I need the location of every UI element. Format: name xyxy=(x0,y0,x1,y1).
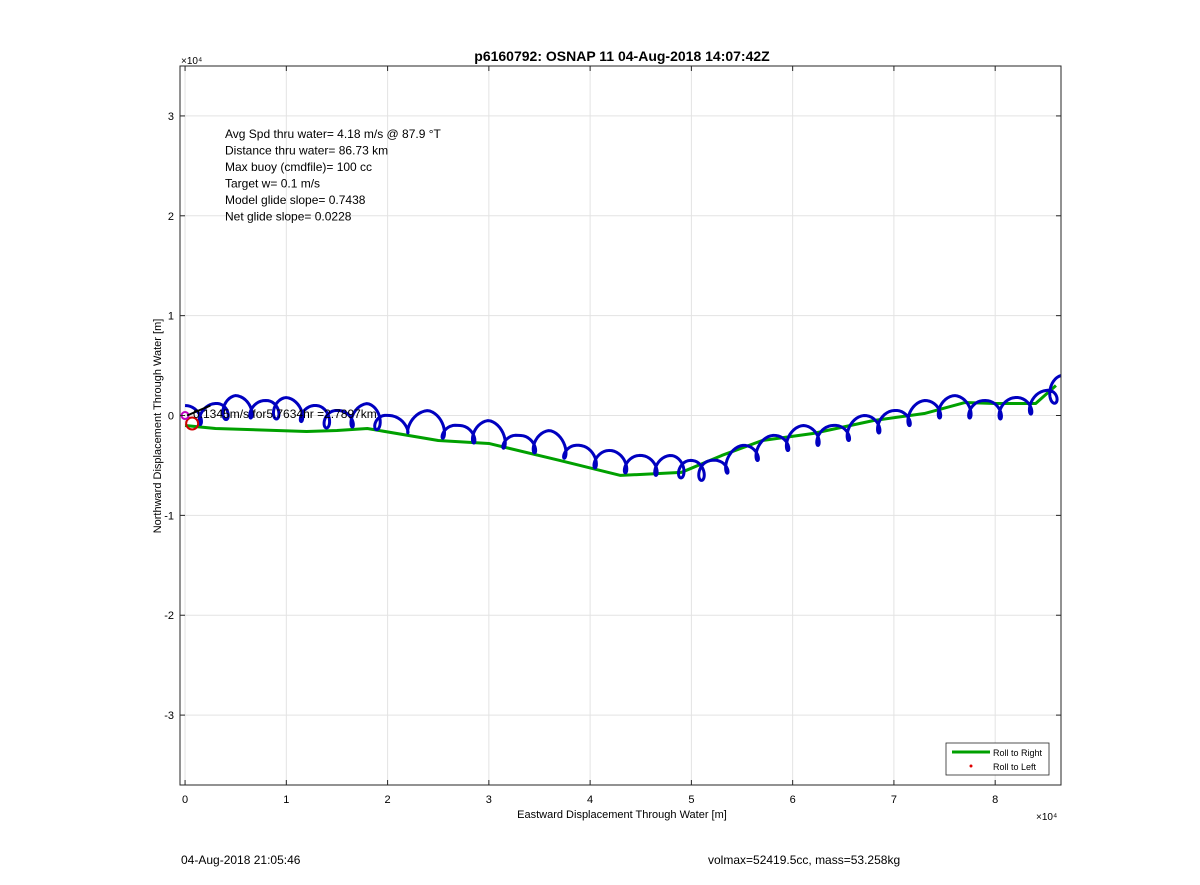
legend: Roll to Right Roll to Left xyxy=(945,742,1050,776)
x-tick-label: 6 xyxy=(790,794,796,806)
dive-trajectory-series xyxy=(184,374,1062,482)
x-axis-exponent: ×10⁴ xyxy=(1036,812,1057,823)
dive-trajectory-line xyxy=(184,374,1062,482)
y-tick-label: -3 xyxy=(164,710,174,722)
y-tick-label: 1 xyxy=(168,311,174,323)
y-tick-label: -2 xyxy=(164,610,174,622)
current-vector-arrow xyxy=(186,404,211,417)
footer-timestamp: 04-Aug-2018 21:05:46 xyxy=(181,853,301,867)
y-axis-exponent: ×10⁴ xyxy=(181,56,202,67)
roll-to-right-line xyxy=(184,384,1057,477)
stats-annotation-block: Avg Spd thru water= 4.18 m/s @ 87.9 °T Di… xyxy=(225,127,442,224)
roll-to-right-series xyxy=(184,384,1057,477)
y-tick-label: 0 xyxy=(168,411,174,423)
x-tick-label: 1 xyxy=(283,794,289,806)
legend-roll-left-label: Roll to Left xyxy=(993,762,1037,772)
stats-annotation-line: Distance thru water= 86.73 km xyxy=(225,144,388,158)
x-axis-label: Eastward Displacement Through Water [m] xyxy=(517,809,727,821)
x-tick-label: 4 xyxy=(587,794,593,806)
y-tick-label: -1 xyxy=(164,510,174,522)
x-axis-ticks: 0 1 2 3 4 5 6 7 8 xyxy=(182,66,998,806)
start-circle-marker xyxy=(185,416,200,431)
stats-annotation-line: Avg Spd thru water= 4.18 m/s @ 87.9 °T xyxy=(225,127,442,141)
legend-box xyxy=(945,742,1050,776)
stats-annotation-line: Max buoy (cmdfile)= 100 cc xyxy=(225,160,372,174)
y-axis-ticks: 3 2 1 0 -1 -2 -3 xyxy=(164,111,1061,722)
y-tick-label: 3 xyxy=(168,111,174,123)
current-label: 0.1345m/s for5.7634hr =2.7897km xyxy=(193,407,377,421)
footer-mass-info: volmax=52419.5cc, mass=53.258kg xyxy=(708,853,901,867)
y-axis-label: Northward Displacement Through Water [m] xyxy=(152,319,164,534)
legend-roll-right-label: Roll to Right xyxy=(993,748,1043,758)
stats-annotation-line: Net glide slope= 0.0228 xyxy=(225,210,352,224)
x-tick-label: 8 xyxy=(992,794,998,806)
plot-area xyxy=(179,65,1062,786)
x-tick-label: 5 xyxy=(688,794,694,806)
chart-title: p6160792: OSNAP 11 04-Aug-2018 14:07:42Z xyxy=(474,48,770,64)
x-tick-label: 2 xyxy=(385,794,391,806)
x-tick-label: 7 xyxy=(891,794,897,806)
y-tick-label: 2 xyxy=(168,211,174,223)
stats-annotation-line: Target w= 0.1 m/s xyxy=(225,177,320,191)
legend-roll-left-swatch xyxy=(969,764,973,768)
stats-annotation-line: Model glide slope= 0.7438 xyxy=(225,193,366,207)
x-tick-label: 3 xyxy=(486,794,492,806)
x-tick-label: 0 xyxy=(182,794,188,806)
